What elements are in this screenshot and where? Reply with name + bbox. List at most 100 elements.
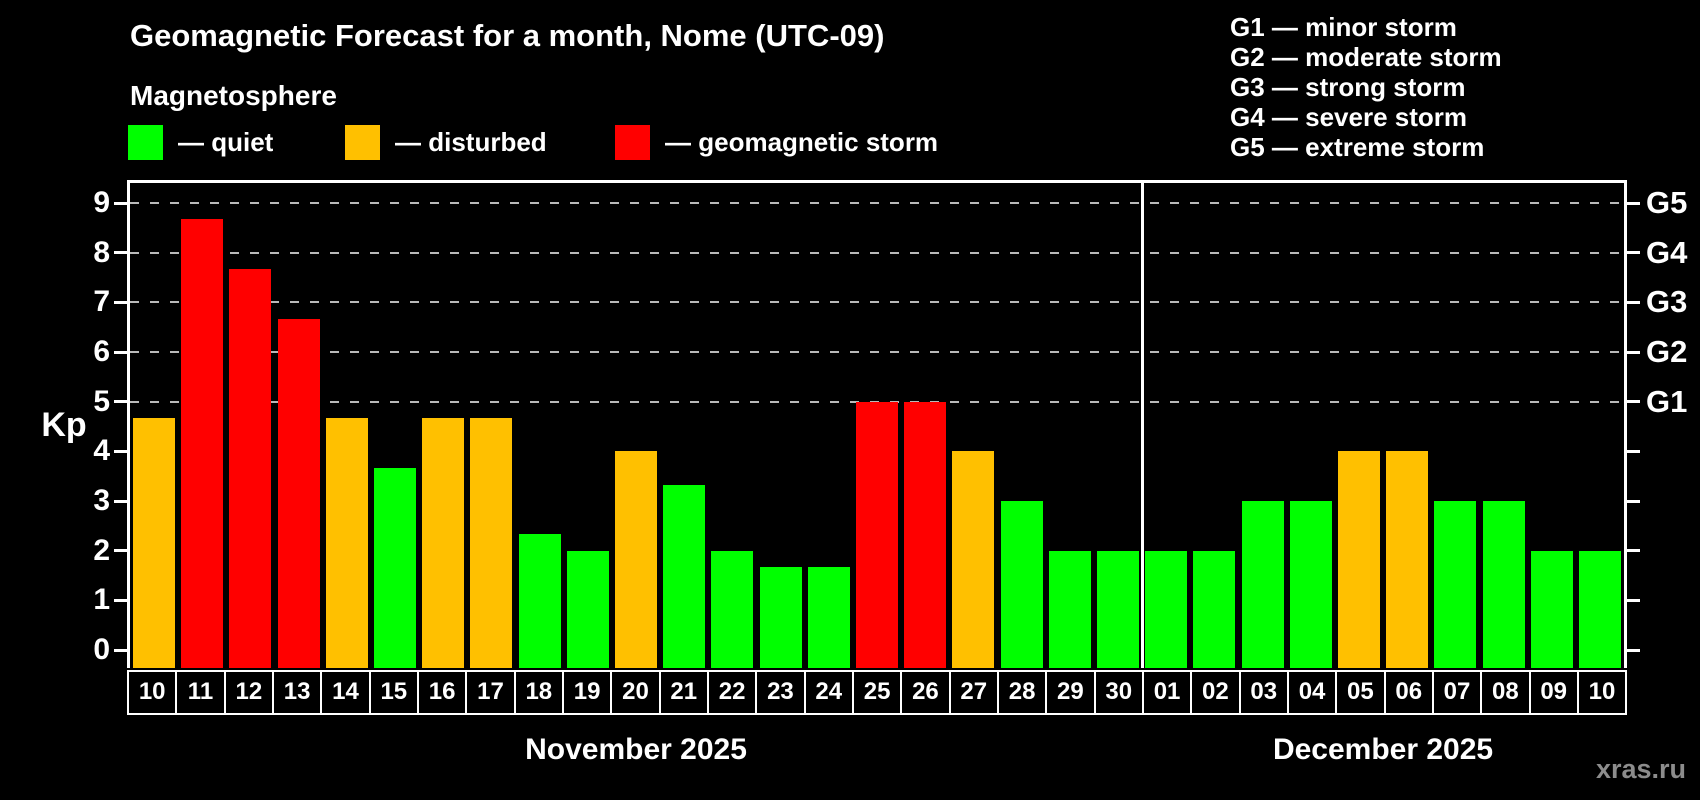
kp-bar (1193, 550, 1236, 668)
g-level-label: G2 (1646, 334, 1688, 370)
kp-bar (325, 418, 368, 668)
y-tick-label: 8 (93, 235, 110, 269)
day-cell: 10 (138, 678, 166, 705)
kp-bar (1096, 550, 1139, 668)
kp-bar (711, 550, 754, 668)
day-cell: 03 (1238, 672, 1287, 713)
y-tick-label: 4 (93, 434, 110, 468)
day-cell: 22 (706, 672, 755, 713)
y-axis-title: Kp (41, 406, 87, 444)
right-tick (1627, 201, 1640, 205)
month-label: November 2025 (525, 733, 747, 766)
day-cell: 08 (1480, 672, 1528, 713)
y-tick (114, 300, 127, 304)
plot-area (127, 180, 1627, 668)
y-tick-label: 5 (93, 384, 110, 418)
kp-bar (566, 550, 609, 668)
day-cell: 07 (1431, 672, 1480, 713)
y-tick (114, 251, 127, 255)
day-cell: 11 (175, 672, 223, 713)
day-cell: 12 (223, 672, 272, 713)
kp-bar (422, 418, 465, 668)
kp-bar (904, 401, 947, 668)
kp-bar (615, 451, 658, 668)
kp-bar (759, 567, 802, 668)
grid-line-kp9 (130, 202, 1624, 205)
right-tick (1627, 499, 1640, 503)
y-tick-label: 7 (93, 285, 110, 319)
kp-bar (1289, 501, 1332, 668)
kp-bar (518, 534, 561, 668)
chart-subtitle: Magnetosphere (130, 80, 337, 111)
quiet-color-swatch (128, 124, 163, 160)
kp-bar (856, 401, 898, 668)
kp-bar (1048, 550, 1091, 668)
day-cell: 05 (1335, 672, 1383, 713)
y-tick (114, 449, 127, 453)
kp-bar (1578, 550, 1621, 668)
kp-bar (952, 451, 995, 668)
day-cell: 15 (368, 672, 417, 713)
legend-item-quiet: — quiet (128, 124, 273, 160)
storm-color-swatch (615, 124, 650, 160)
kp-bar (1530, 550, 1573, 668)
day-cell: 14 (320, 672, 368, 713)
y-tick (114, 598, 127, 602)
day-cell: 25 (851, 672, 900, 713)
day-cell: 02 (1190, 672, 1238, 713)
day-cell: 19 (561, 672, 610, 713)
y-tick-label: 3 (93, 484, 110, 518)
y-tick (114, 499, 127, 503)
kp-bar (807, 567, 850, 668)
day-cell: 09 (1528, 672, 1577, 713)
kp-bar (1337, 451, 1380, 668)
legend-item-disturbed: — disturbed (345, 124, 547, 160)
grid-line-kp8 (130, 251, 1624, 254)
y-tick (114, 350, 127, 354)
kp-bar (1241, 501, 1284, 668)
day-cell: 30 (1093, 672, 1142, 713)
y-tick (114, 400, 127, 404)
y-tick (114, 648, 127, 652)
kp-bar (374, 467, 417, 668)
day-cell: 16 (416, 672, 465, 713)
kp-bar (1145, 550, 1188, 668)
g-level-label: G4 (1646, 234, 1688, 270)
g-level-label: G1 (1646, 383, 1688, 419)
kp-bar (1386, 451, 1429, 668)
day-cell: 29 (1045, 672, 1093, 713)
legend-label: — quiet (178, 127, 274, 157)
day-cell: 26 (900, 672, 948, 713)
page-title: Geomagnetic Forecast for a month, Nome (… (130, 18, 885, 53)
day-cell: 21 (658, 672, 707, 713)
day-cell: 01 (1141, 672, 1190, 713)
y-tick-label: 2 (93, 533, 110, 567)
kp-bar (470, 418, 513, 668)
y-tick-label: 1 (93, 583, 110, 617)
day-cell: 06 (1383, 672, 1432, 713)
y-tick-label: 0 (93, 633, 110, 666)
storm-scale-line-g2: G2 — moderate storm (1230, 42, 1502, 72)
day-cell: 18 (513, 672, 562, 713)
right-tick (1627, 449, 1640, 453)
y-tick (114, 201, 127, 205)
storm-scale-line-g4: G4 — severe storm (1230, 102, 1468, 132)
month-separator-line (1140, 183, 1144, 668)
kp-bar (1434, 501, 1477, 668)
right-tick (1627, 549, 1640, 553)
g-level-label: G3 (1646, 284, 1688, 320)
kp-bar (181, 219, 224, 668)
legend-item-storm: — geomagnetic storm (615, 124, 938, 160)
storm-scale-line-g3: G3 — strong storm (1230, 72, 1466, 102)
day-cell: 20 (610, 672, 658, 713)
right-tick (1627, 251, 1640, 255)
day-cell: 13 (271, 672, 320, 713)
kp-bar (663, 484, 706, 668)
storm-scale-line-g5: G5 — extreme storm (1230, 132, 1485, 162)
g-level-label: G5 (1646, 185, 1688, 221)
day-cell: 23 (755, 672, 803, 713)
day-cell: 27 (948, 672, 997, 713)
right-tick (1627, 300, 1640, 304)
day-cell: 17 (465, 672, 513, 713)
